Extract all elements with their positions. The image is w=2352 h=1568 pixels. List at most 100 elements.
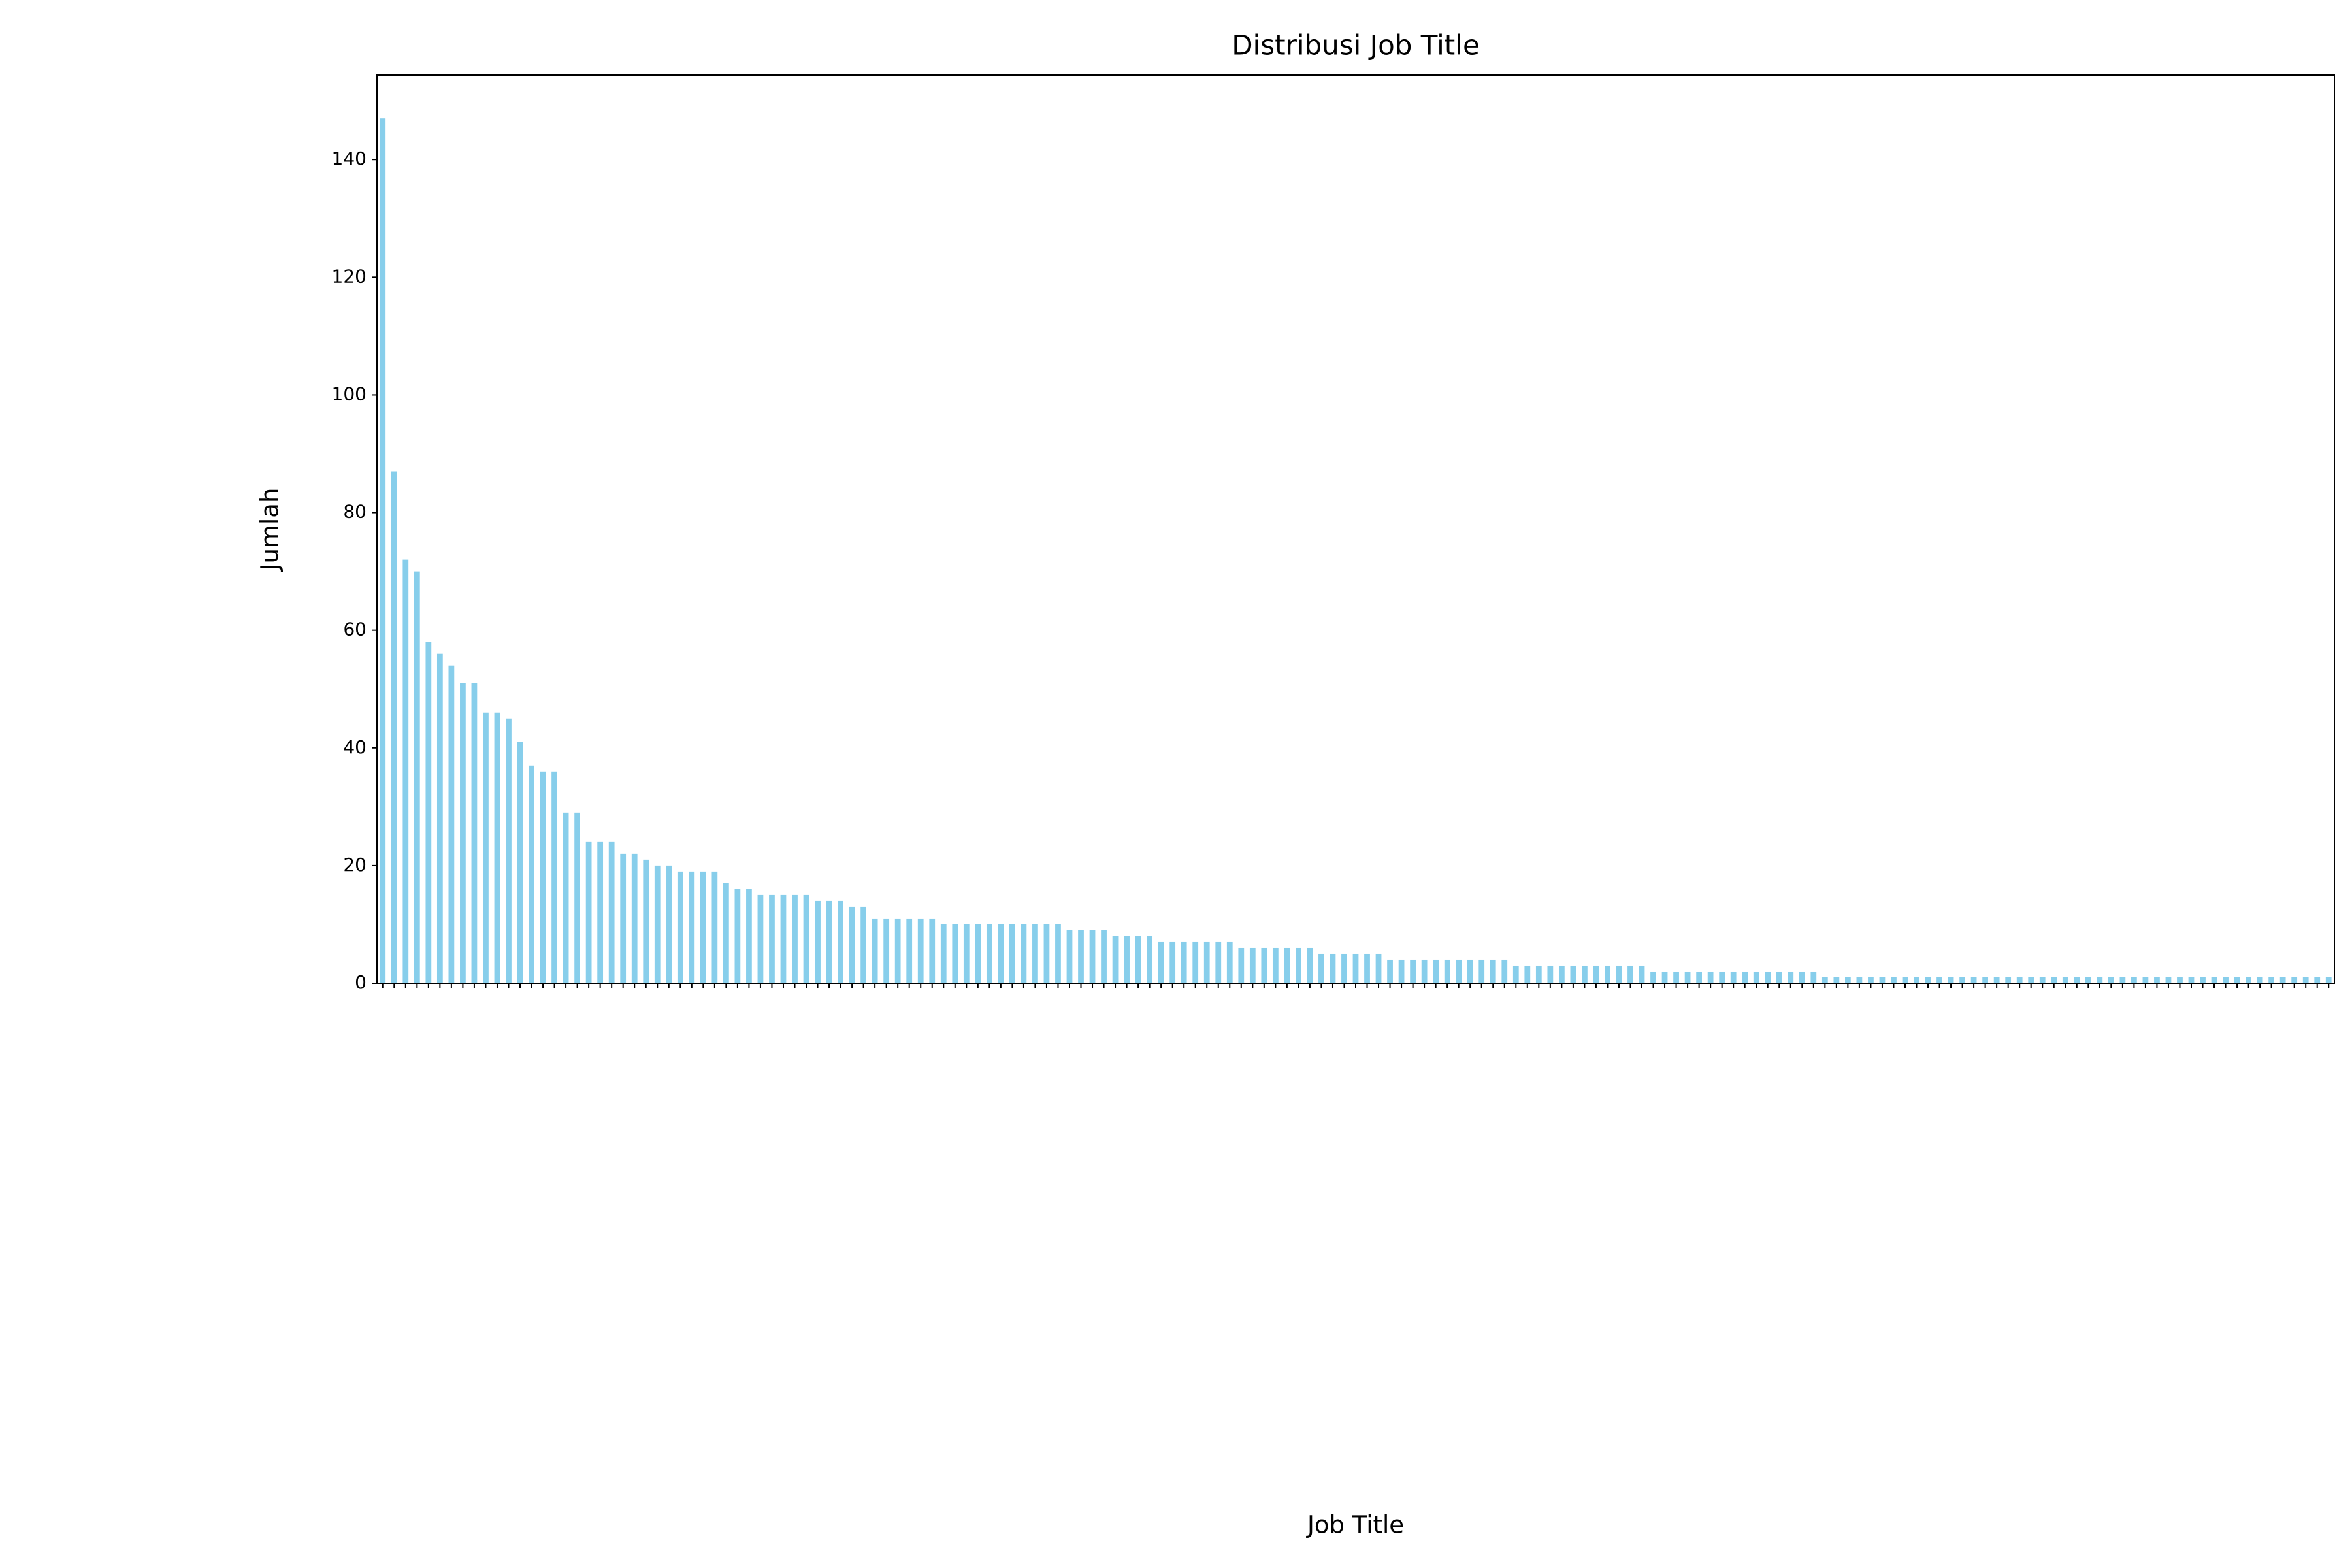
bar bbox=[860, 906, 866, 983]
bar bbox=[1524, 965, 1531, 983]
bar bbox=[1364, 953, 1370, 983]
bar bbox=[643, 859, 649, 983]
bar bbox=[1788, 971, 1794, 983]
bar bbox=[1478, 959, 1485, 983]
bar bbox=[2085, 977, 2091, 983]
bar bbox=[2142, 977, 2149, 983]
bar bbox=[940, 924, 947, 983]
bar bbox=[1535, 965, 1542, 983]
bar bbox=[1627, 965, 1633, 983]
bar bbox=[2097, 977, 2103, 983]
bar bbox=[769, 894, 775, 983]
bar bbox=[677, 871, 683, 983]
bar bbox=[1925, 977, 1931, 983]
bar bbox=[872, 918, 878, 983]
bar bbox=[506, 718, 512, 983]
bar bbox=[1558, 965, 1565, 983]
bar bbox=[986, 924, 992, 983]
bar bbox=[2154, 977, 2160, 983]
bar bbox=[929, 918, 936, 983]
bar bbox=[1203, 941, 1210, 983]
bar bbox=[1936, 977, 1942, 983]
y-tick-label: 100 bbox=[332, 383, 367, 404]
bar bbox=[1296, 947, 1301, 983]
bar bbox=[608, 841, 615, 983]
bar bbox=[1902, 977, 1908, 983]
bar bbox=[2223, 977, 2229, 983]
bar bbox=[1330, 953, 1336, 983]
bar bbox=[1055, 924, 1061, 983]
bar bbox=[448, 665, 455, 983]
bar bbox=[1261, 947, 1267, 983]
bar bbox=[2234, 977, 2240, 983]
bar bbox=[1914, 977, 1919, 983]
bar bbox=[906, 918, 913, 983]
bar bbox=[2165, 977, 2172, 983]
bar bbox=[746, 889, 752, 983]
bar bbox=[1730, 971, 1737, 983]
bar bbox=[2028, 977, 2034, 983]
y-tick-label: 0 bbox=[355, 972, 367, 993]
bar bbox=[494, 712, 500, 983]
bar bbox=[654, 865, 661, 983]
bar bbox=[849, 906, 855, 983]
bar bbox=[1238, 947, 1245, 983]
bar bbox=[2005, 977, 2012, 983]
bar bbox=[815, 900, 821, 983]
bar bbox=[1226, 941, 1233, 983]
bar bbox=[391, 471, 397, 983]
bar bbox=[1765, 971, 1771, 983]
bar bbox=[1891, 977, 1897, 983]
bar bbox=[1707, 971, 1714, 983]
bar bbox=[1272, 947, 1279, 983]
bar bbox=[1341, 953, 1347, 983]
bar bbox=[2177, 977, 2183, 983]
y-tick-label: 40 bbox=[343, 736, 367, 758]
chart-title: Distribusi Job Title bbox=[1232, 29, 1480, 61]
bar bbox=[1169, 941, 1176, 983]
bar bbox=[963, 924, 970, 983]
bar bbox=[2257, 977, 2263, 983]
bar bbox=[402, 559, 409, 983]
bar bbox=[700, 871, 706, 983]
bar bbox=[1970, 977, 1977, 983]
bar bbox=[1112, 936, 1119, 983]
bar bbox=[540, 771, 546, 983]
bar bbox=[711, 871, 718, 983]
bar bbox=[1387, 959, 1393, 983]
bar bbox=[1181, 941, 1187, 983]
bar bbox=[780, 894, 787, 983]
bar bbox=[952, 924, 958, 983]
bar bbox=[585, 841, 592, 983]
bar bbox=[460, 683, 466, 983]
bar bbox=[1135, 936, 1141, 983]
plot-frame bbox=[376, 74, 2335, 984]
bar bbox=[471, 683, 478, 983]
bar bbox=[1810, 971, 1817, 983]
bar bbox=[1009, 924, 1015, 983]
bar bbox=[380, 118, 386, 984]
bar bbox=[2108, 977, 2114, 983]
bar bbox=[1879, 977, 1886, 983]
bar bbox=[1684, 971, 1691, 983]
bar bbox=[1043, 924, 1050, 983]
y-tick-label: 120 bbox=[332, 265, 367, 287]
bar bbox=[1661, 971, 1668, 983]
bar bbox=[883, 918, 890, 983]
bar bbox=[2016, 977, 2023, 983]
bar bbox=[1433, 959, 1439, 983]
bar bbox=[2119, 977, 2126, 983]
bar bbox=[1078, 930, 1084, 983]
bar bbox=[666, 865, 672, 983]
bar bbox=[1467, 959, 1473, 983]
bar bbox=[620, 853, 627, 983]
bar bbox=[1821, 977, 1828, 983]
bar bbox=[1352, 953, 1359, 983]
bar bbox=[1410, 959, 1416, 983]
bar bbox=[1249, 947, 1256, 983]
bar bbox=[414, 571, 420, 983]
bar bbox=[734, 889, 741, 983]
bar bbox=[2211, 977, 2217, 983]
bar bbox=[689, 871, 695, 983]
